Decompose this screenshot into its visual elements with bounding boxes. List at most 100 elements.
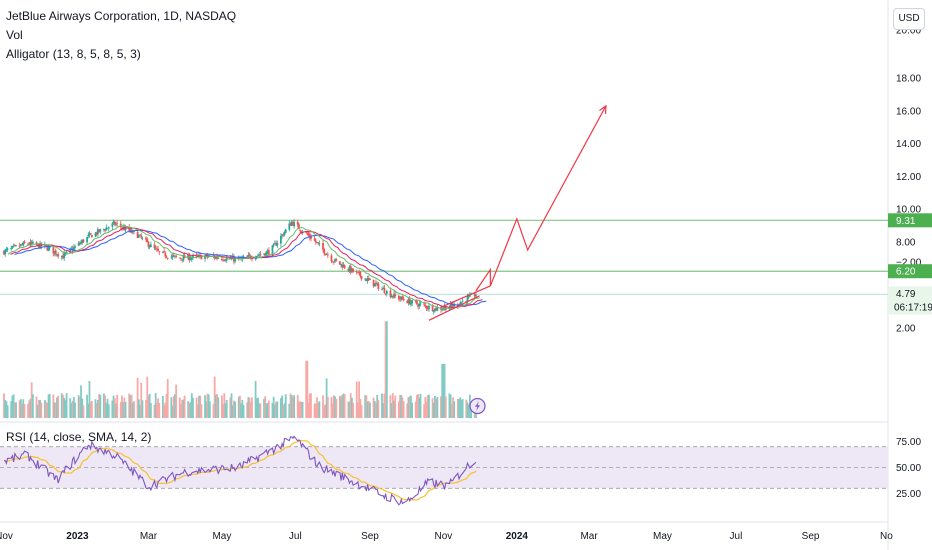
candle-body	[383, 288, 386, 294]
volume-bar	[187, 401, 190, 418]
candle-body	[94, 232, 97, 237]
rsi-axis-tick: 75.00	[896, 437, 921, 448]
candle-body	[122, 226, 125, 228]
volume-bar	[358, 381, 361, 418]
candle-body	[225, 257, 228, 261]
candle-body	[317, 242, 320, 244]
volume-bar	[408, 396, 411, 418]
time-axis-label: 2024	[506, 531, 529, 542]
candle-body	[313, 238, 316, 241]
volume-bar	[116, 394, 119, 418]
candle-body	[165, 256, 168, 258]
candle-body	[22, 242, 25, 246]
candle-body	[290, 221, 293, 226]
volume-bar	[195, 397, 198, 418]
volume-bar	[88, 381, 91, 418]
volume-bar	[450, 403, 453, 418]
candle-body	[330, 255, 333, 262]
volume-bar	[272, 396, 275, 418]
volume-bar	[6, 405, 9, 418]
candle-body	[372, 279, 375, 286]
candle-body	[342, 264, 345, 268]
candle-body	[306, 232, 309, 235]
price-axis-tick: 14.00	[896, 139, 921, 150]
candle-body	[155, 248, 158, 250]
volume-bar	[258, 403, 261, 418]
volume-bar	[86, 394, 88, 418]
volume-legend[interactable]: Vol	[6, 28, 23, 42]
volume-bar	[456, 398, 459, 418]
volume-bar	[416, 394, 418, 418]
volume-bar	[400, 395, 403, 418]
volume-bar	[200, 404, 203, 418]
candle-body	[331, 261, 334, 263]
candle-body	[475, 295, 477, 297]
candle-body	[128, 226, 131, 231]
volume-bar	[82, 405, 85, 418]
volume-bar	[124, 401, 127, 418]
volume-bar	[208, 401, 211, 418]
candle-body	[195, 254, 198, 256]
candle-body	[443, 306, 446, 309]
volume-bar	[352, 402, 355, 418]
volume-bar	[442, 363, 445, 418]
time-axis-label: Mar	[580, 531, 598, 542]
candle-body	[385, 290, 388, 294]
volume-bar	[146, 376, 149, 418]
price-tag	[888, 286, 932, 315]
candle-body	[305, 231, 308, 233]
volume-bar	[23, 404, 26, 418]
volume-bar	[38, 399, 40, 418]
candle-body	[222, 259, 224, 261]
candle-body	[341, 264, 344, 268]
volume-bar	[239, 395, 241, 418]
volume-bar	[65, 393, 68, 418]
volume-bar	[180, 404, 182, 418]
candle-body	[416, 301, 418, 305]
volume-bar	[80, 385, 82, 418]
candle-body	[181, 259, 184, 261]
candle-body	[351, 268, 353, 272]
candle-body	[39, 242, 42, 249]
candle-body	[307, 233, 310, 236]
volume-bar	[149, 403, 152, 418]
candle-body	[466, 296, 469, 302]
currency-button[interactable]: USD	[893, 8, 925, 30]
candle-body	[11, 246, 14, 248]
candle-body	[82, 239, 85, 243]
candle-body	[18, 245, 21, 247]
time-axis-label: No	[880, 531, 893, 542]
candle-body	[10, 247, 13, 250]
volume-bar	[188, 403, 191, 418]
volume-bar	[74, 402, 76, 418]
candle-body	[217, 258, 220, 259]
candle-body	[6, 248, 9, 250]
candle-body	[188, 255, 191, 261]
volume-bar	[107, 404, 110, 418]
candle-body	[425, 305, 428, 309]
time-axis-label: May	[653, 531, 672, 542]
rsi-axis-tick: 25.00	[896, 489, 921, 500]
volume-bar	[71, 400, 74, 418]
candle-body	[106, 227, 109, 229]
volume-bar	[460, 399, 463, 418]
candle-body	[162, 251, 164, 253]
time-axis-label: Nov	[0, 531, 13, 542]
time-axis-label: Nov	[434, 531, 452, 542]
volume-bar	[254, 380, 257, 418]
volume-bar	[148, 393, 151, 418]
candle-body	[4, 249, 7, 255]
candle-body	[81, 240, 84, 243]
candle-body	[282, 234, 285, 236]
volume-bar	[121, 395, 123, 418]
volume-bar	[111, 400, 114, 418]
candle-body	[417, 304, 420, 307]
alligator-legend[interactable]: Alligator (13, 8, 5, 8, 5, 3)	[6, 47, 141, 61]
symbol-title[interactable]: JetBlue Airways Corporation, 1D, NASDAQ	[6, 9, 237, 23]
volume-bar	[407, 397, 410, 418]
candle-body	[56, 254, 58, 256]
candle-body	[147, 241, 150, 247]
volume-bar	[207, 394, 210, 418]
volume-bar	[136, 377, 139, 418]
